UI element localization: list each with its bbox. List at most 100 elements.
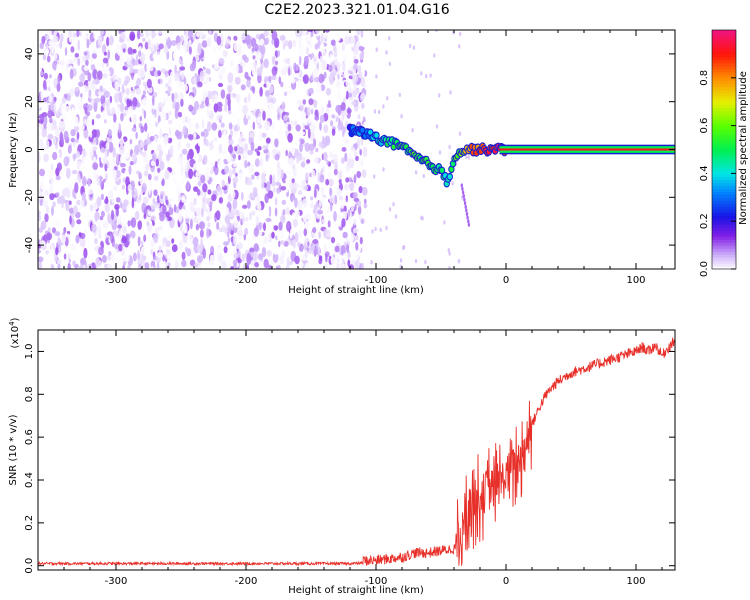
spectrogram-noise-cell: [158, 245, 163, 252]
spectrogram-noise-cell: [221, 224, 226, 233]
spectrogram-noise-cell: [179, 44, 185, 53]
spectrogram-noise-cell: [171, 40, 177, 46]
spectrogram-noise-cell: [293, 139, 300, 144]
spectrogram-noise-cell: [286, 256, 290, 267]
spectrogram-noise-cell: [303, 185, 309, 191]
spectrogram-noise-cell: [65, 167, 71, 179]
spectrogram-noise-cell: [254, 209, 261, 218]
spectrogram-noise-cell: [420, 71, 423, 76]
spectrogram-noise-cell: [326, 205, 330, 214]
spectrogram-noise-cell: [348, 79, 353, 84]
spectrogram-noise-cell: [127, 47, 133, 55]
spectrogram-noise-cell: [53, 96, 57, 102]
spectrogram-noise-cell: [243, 263, 247, 269]
spectrogram-noise-cell: [48, 227, 51, 233]
spectrogram-noise-cell: [299, 104, 304, 112]
spectrogram-noise-cell: [85, 209, 90, 217]
spectrogram-noise-cell: [98, 157, 102, 162]
spectrogram-noise-cell: [358, 45, 365, 51]
spectrogram-noise-cell: [38, 152, 41, 163]
spectrogram-noise-cell: [255, 110, 258, 119]
spectrogram-noise-cell: [167, 216, 173, 222]
spectrogram-noise-cell: [53, 136, 57, 146]
spectrogram-noise-cell: [458, 44, 461, 49]
spectrogram-noise-cell: [138, 46, 142, 51]
spectrogram-noise-cell: [140, 84, 144, 92]
spectrogram-noise-cell: [339, 68, 343, 76]
spectrogram-noise-cell: [100, 193, 104, 201]
spectrogram-x-tick-label: 100: [626, 275, 645, 286]
spectrogram-noise-cell: [265, 137, 271, 144]
spectrogram-noise-cell: [160, 68, 167, 73]
spectrogram-noise-cell: [334, 245, 340, 253]
spectrogram-noise-cell: [238, 104, 243, 114]
colorbar-label: Normalized spectral amplitude: [738, 71, 749, 225]
spectrogram-noise-cell: [161, 93, 165, 104]
spectrogram-noise-cell: [221, 179, 225, 188]
spectrogram-noise-cell: [311, 169, 316, 179]
spectrogram-noise-cell: [39, 168, 45, 177]
spectrogram-noise-cell: [43, 153, 49, 163]
spectrogram-noise-cell: [223, 103, 228, 112]
spectrogram-noise-cell: [266, 80, 270, 90]
spectrogram-noise-cell: [53, 104, 57, 115]
spectrogram-noise-cell: [177, 155, 183, 166]
spectrogram-noise-cell: [294, 232, 299, 243]
spectrogram-noise-cell: [255, 215, 260, 226]
spectrogram-noise-cell: [193, 162, 199, 170]
spectrogram-noise-cell: [249, 131, 255, 139]
spectrogram-noise-cell: [361, 169, 367, 178]
spectrogram-noise-cell: [251, 210, 256, 216]
colorbar-segment: [712, 107, 736, 112]
spectrogram-noise-cell: [196, 189, 201, 196]
spectrogram-noise-cell: [254, 98, 257, 109]
colorbar: 0.0 0.2 0.4 0.6 0.8: [699, 29, 737, 277]
spectrogram-noise-cell: [193, 186, 199, 192]
spectrogram-noise-cell: [360, 218, 365, 224]
spectrogram-noise-cell: [197, 42, 202, 54]
spectrogram-noise-cell: [168, 119, 173, 125]
spectrogram-noise-cell: [217, 82, 224, 88]
spectrogram-noise-cell: [319, 160, 323, 172]
spectrogram-noise-cell: [282, 150, 286, 162]
spectrogram-noise-cell: [209, 145, 212, 150]
spectrogram-noise-cell: [398, 92, 402, 98]
spectrogram-noise-cell: [310, 196, 314, 201]
spectrogram-noise-cell: [92, 137, 97, 146]
spectrogram-noise-cell: [154, 135, 158, 143]
spectrogram-noise-cell: [273, 246, 279, 255]
spectrogram-noise-cell: [66, 221, 70, 231]
spectrogram-noise-cell: [137, 106, 143, 118]
spectrogram-noise-cell: [41, 112, 48, 118]
spectrogram-noise-cell: [261, 132, 267, 138]
spectrogram-noise-cell: [77, 39, 81, 51]
colorbar-segment: [712, 161, 736, 166]
spectrogram-noise-cell: [245, 217, 249, 222]
spectrogram-noise-cell: [307, 37, 311, 42]
spectrogram-noise-cell: [313, 76, 320, 83]
spectrogram-noise-cell: [140, 67, 146, 78]
spectrogram-noise-cell: [38, 210, 42, 222]
spectrogram-noise-cell: [69, 88, 75, 97]
spectrogram-noise-cell: [424, 259, 427, 265]
spectrogram-noise-cell: [347, 259, 351, 267]
spectrogram-noise-cell: [239, 211, 245, 219]
spectrogram-noise-cell: [109, 107, 113, 114]
spectrogram-noise-cell: [285, 187, 289, 193]
spectrogram-noise-cell: [103, 51, 107, 56]
spectrogram-noise-cell: [232, 198, 238, 210]
spectrogram-noise-cell: [130, 217, 137, 229]
spectrogram-noise-cell: [314, 96, 320, 101]
spectrogram-noise-cell: [105, 142, 110, 150]
spectrogram-noise-cell: [78, 96, 83, 106]
spectrogram-noise-cell: [175, 255, 182, 262]
spectrogram-noise-cell: [233, 35, 238, 41]
spectrogram-noise-cell: [271, 55, 276, 65]
spectrogram-noise-cell: [101, 67, 108, 73]
spectrogram-noise-cell: [82, 33, 87, 40]
spectrogram-noise-cell: [252, 55, 256, 60]
spectrogram-noise-cell: [327, 100, 331, 108]
spectrogram-noise-cell: [335, 254, 341, 262]
spectrogram-noise-cell: [40, 179, 45, 191]
spectrogram-noise-cell: [253, 220, 256, 230]
